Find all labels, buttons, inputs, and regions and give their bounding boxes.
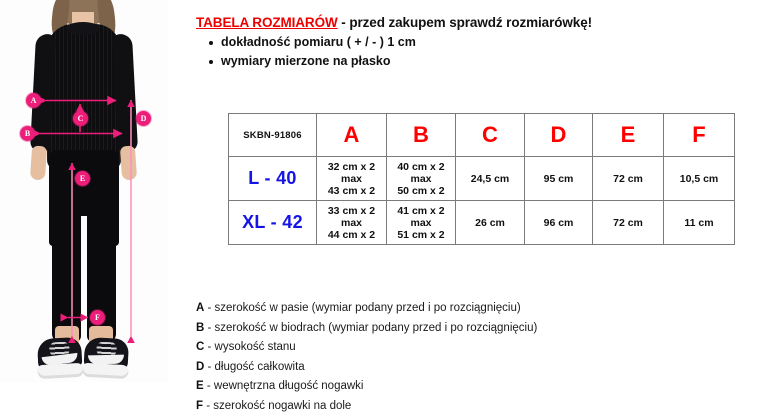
cell-d: 96 cm — [524, 200, 593, 245]
marker-e: E — [75, 171, 90, 186]
marker-a: A — [26, 93, 41, 108]
measurement-overlay — [31, 95, 135, 344]
model-leg-gap — [81, 216, 87, 336]
cell-line: 50 cm x 2 — [397, 184, 445, 197]
legend-key: A — [196, 302, 205, 314]
marker-c: C — [73, 111, 88, 126]
page-title-highlight: TABELA ROZMIARÓW — [196, 15, 338, 30]
legend-key: B — [196, 321, 205, 334]
cell-a: 33 cm x 2 max 44 cm x 2 — [316, 200, 387, 245]
cell-c: 26 cm — [455, 200, 525, 245]
legend-text: - szerokość nogawki na dole — [203, 399, 352, 412]
note-item: wymiary mierzone na płasko — [208, 52, 416, 71]
legend-row-a: A - szerokość w pasie (wymiar podany prz… — [196, 299, 537, 319]
note-item: dokładność pomiaru ( + / - ) 1 cm — [208, 33, 416, 52]
cell-line: max — [340, 172, 362, 185]
marker-f: F — [90, 310, 105, 325]
column-header-d: D — [524, 113, 593, 157]
cell-b: 41 cm x 2 max 51 cm x 2 — [386, 200, 456, 245]
cell-line: 41 cm x 2 — [397, 204, 445, 217]
legend-key: C — [196, 341, 205, 353]
legend-text: - szerokość w pasie (wymiar podany przed… — [204, 302, 521, 314]
product-photo-panel: A B C D E F — [0, 0, 168, 420]
sku-cell: SKBN-91806 — [228, 113, 317, 157]
column-header-a: A — [316, 113, 387, 157]
cell-line: max — [340, 216, 362, 229]
legend-row-e: E - wewnętrzna długość nogawki — [196, 377, 537, 397]
table-header-row: SKBN-91806 A B C D E F — [228, 113, 735, 157]
cell-e: 72 cm — [592, 156, 664, 201]
cell-line: 43 cm x 2 — [327, 184, 376, 197]
column-header-b: B — [386, 113, 456, 157]
legend-key: D — [196, 360, 205, 373]
cell-line: 44 cm x 2 — [327, 228, 376, 241]
column-header-e: E — [592, 113, 664, 157]
cell-f: 11 cm — [663, 200, 735, 245]
page-title-rest: - przed zakupem sprawdź rozmiarówkę! — [337, 15, 593, 30]
measurement-legend: A - szerokość w pasie (wymiar podany prz… — [196, 299, 537, 416]
cell-f: 10,5 cm — [663, 156, 735, 201]
size-label: XL - 42 — [228, 200, 317, 245]
cell-line: max — [410, 172, 432, 185]
column-header-f: F — [663, 113, 735, 157]
cell-a: 32 cm x 2 max 43 cm x 2 — [316, 156, 387, 201]
notes-list: dokładność pomiaru ( + / - ) 1 cm wymiar… — [208, 33, 416, 71]
legend-row-f: F - szerokość nogawki na dole — [196, 397, 537, 417]
cell-c: 24,5 cm — [455, 156, 525, 201]
marker-d: D — [136, 111, 151, 126]
table-row: XL - 42 33 cm x 2 max 44 cm x 2 41 cm x … — [228, 200, 735, 245]
legend-row-b: B - szerokość w biodrach (wymiar podany … — [196, 319, 537, 339]
info-panel: TABELA ROZMIARÓW - przed zakupem sprawdź… — [168, 0, 768, 420]
legend-key: E — [196, 380, 204, 392]
legend-row-c: C - wysokość stanu — [196, 338, 537, 358]
cell-line: 51 cm x 2 — [397, 228, 445, 241]
legend-row-d: D - długość całkowita — [196, 358, 537, 378]
column-header-c: C — [455, 113, 525, 157]
table-row: L - 40 32 cm x 2 max 43 cm x 2 40 cm x 2… — [228, 156, 735, 201]
legend-key: F — [196, 399, 204, 412]
marker-b: B — [20, 126, 35, 141]
legend-text: - szerokość w biodrach (wymiar podany pr… — [204, 321, 538, 334]
legend-text: - długość całkowita — [204, 360, 305, 373]
size-table: SKBN-91806 A B C D E F L - 40 32 cm x 2 … — [228, 113, 735, 245]
legend-text: - wysokość stanu — [204, 341, 296, 353]
cell-b: 40 cm x 2 max 50 cm x 2 — [386, 156, 456, 201]
cell-e: 72 cm — [592, 200, 664, 245]
cell-line: 40 cm x 2 — [397, 160, 445, 173]
cell-line: max — [410, 216, 432, 229]
size-label: L - 40 — [228, 156, 317, 201]
cell-d: 95 cm — [524, 156, 593, 201]
cell-line: 33 cm x 2 — [327, 204, 376, 217]
model-collar — [66, 22, 100, 35]
legend-text: - wewnętrzna długość nogawki — [203, 380, 364, 392]
cell-line: 32 cm x 2 — [327, 160, 376, 173]
page-title: TABELA ROZMIARÓW - przed zakupem sprawdź… — [196, 15, 592, 30]
